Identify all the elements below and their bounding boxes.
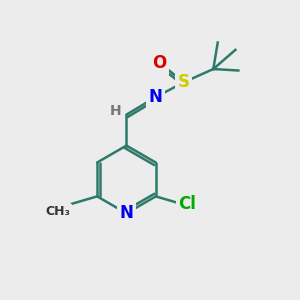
Text: S: S xyxy=(178,73,190,91)
Text: H: H xyxy=(110,104,121,118)
Text: CH₃: CH₃ xyxy=(46,205,70,218)
Text: N: N xyxy=(149,88,163,106)
Text: O: O xyxy=(153,54,167,72)
Text: Cl: Cl xyxy=(178,195,196,213)
Text: N: N xyxy=(119,204,134,222)
